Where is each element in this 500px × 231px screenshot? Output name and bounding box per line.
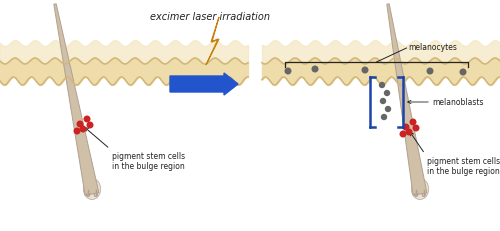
Polygon shape — [387, 5, 427, 195]
Circle shape — [386, 107, 390, 112]
Circle shape — [384, 91, 390, 96]
Polygon shape — [206, 18, 219, 66]
Text: excimer laser irradiation: excimer laser irradiation — [150, 12, 270, 22]
Ellipse shape — [411, 179, 429, 200]
Circle shape — [285, 69, 291, 74]
Circle shape — [413, 126, 419, 131]
Text: melanoblasts: melanoblasts — [432, 98, 484, 107]
Circle shape — [312, 67, 318, 73]
Circle shape — [403, 125, 409, 130]
Circle shape — [87, 123, 93, 128]
Circle shape — [427, 69, 433, 74]
Circle shape — [84, 117, 90, 122]
Circle shape — [362, 68, 368, 73]
Text: melanocytes: melanocytes — [408, 42, 458, 51]
Ellipse shape — [84, 179, 101, 200]
Circle shape — [80, 127, 86, 132]
FancyArrow shape — [170, 74, 238, 96]
Polygon shape — [54, 5, 99, 195]
Text: pigment stem cells
in the bulge region: pigment stem cells in the bulge region — [112, 151, 185, 171]
Circle shape — [74, 129, 80, 134]
Circle shape — [460, 70, 466, 76]
Circle shape — [406, 130, 412, 135]
Circle shape — [77, 122, 83, 127]
Circle shape — [380, 99, 386, 104]
Circle shape — [400, 132, 406, 137]
Circle shape — [382, 115, 386, 120]
Circle shape — [410, 120, 416, 125]
Circle shape — [380, 83, 384, 88]
Text: pigment stem cells
in the bulge region: pigment stem cells in the bulge region — [427, 156, 500, 176]
